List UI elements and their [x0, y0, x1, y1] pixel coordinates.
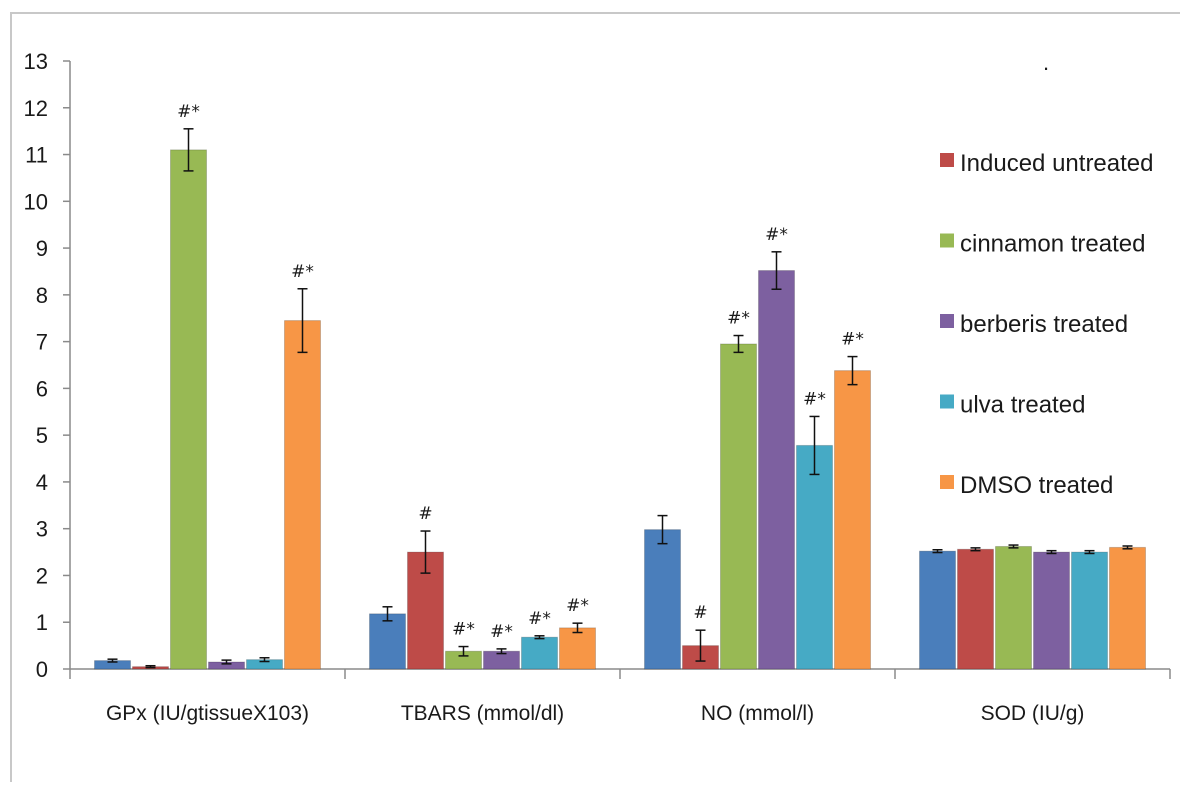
legend-label: berberis treated: [960, 311, 1128, 338]
y-tick-label: 1: [36, 610, 48, 635]
bar: [995, 545, 1032, 670]
category-label: SOD (IU/g): [981, 702, 1085, 725]
significance-label: #: [418, 504, 432, 524]
legend-swatch: [940, 153, 954, 167]
legend-label: cinnamon treated: [960, 231, 1145, 258]
y-tick-label: 10: [24, 189, 48, 214]
y-tick-label: 3: [36, 517, 48, 542]
bar: [720, 343, 757, 670]
category-label: NO (mmol/l): [701, 702, 814, 725]
y-tick-label: 5: [36, 423, 48, 448]
category-label: GPx (IU/gtissueX103): [106, 702, 309, 725]
y-tick-label: 11: [25, 143, 48, 168]
legend-label: Induced untreated: [960, 150, 1154, 177]
bar: [369, 613, 406, 670]
bar: [170, 149, 207, 670]
legend-swatch: [940, 233, 954, 248]
significance-label: #*: [177, 102, 200, 122]
bar: [796, 444, 833, 670]
significance-label: #*: [566, 596, 589, 616]
bar: [1109, 546, 1146, 670]
legend-label: DMSO treated: [960, 472, 1113, 499]
bar: [559, 627, 596, 670]
y-tick-label: 7: [36, 330, 48, 355]
y-tick-label: 12: [24, 96, 48, 121]
significance-label: #*: [291, 262, 314, 282]
bar: [1071, 551, 1108, 670]
bar: [644, 529, 681, 670]
bar: [284, 320, 321, 670]
y-tick-label: 0: [36, 657, 48, 682]
legend-swatch: [940, 314, 954, 328]
bar: [919, 550, 956, 670]
bar: [758, 270, 795, 670]
y-tick-label: 4: [36, 470, 48, 495]
significance-label: #*: [803, 389, 826, 409]
legend-label: ulva treated: [960, 392, 1085, 419]
significance-label: #*: [452, 620, 475, 640]
category-label: TBARS (mmol/dl): [401, 702, 564, 725]
y-tick-label: 2: [36, 563, 48, 588]
bar: [834, 370, 871, 670]
legend-swatch: [940, 475, 954, 489]
bar: [521, 636, 558, 670]
stray-mark: .: [1043, 50, 1049, 75]
significance-label: #: [693, 603, 707, 623]
y-tick-label: 8: [36, 283, 48, 308]
bar: [1033, 551, 1070, 670]
chart-frame: [10, 12, 1180, 782]
bar: [957, 548, 994, 670]
legend-swatch: [940, 394, 954, 409]
significance-label: #*: [765, 225, 788, 245]
legend: Induced untreated cinnamon treated berberi…: [940, 150, 1154, 499]
y-tick-label: 9: [36, 236, 48, 261]
y-tick-label: 13: [24, 49, 48, 74]
y-tick-label: 6: [36, 376, 48, 401]
significance-label: #*: [841, 330, 864, 350]
bars: #* #* # #* #* #* #* # #* #* #* #*: [94, 102, 1146, 670]
significance-label: #*: [528, 609, 551, 629]
significance-label: #*: [490, 622, 513, 642]
significance-label: #*: [727, 309, 750, 329]
